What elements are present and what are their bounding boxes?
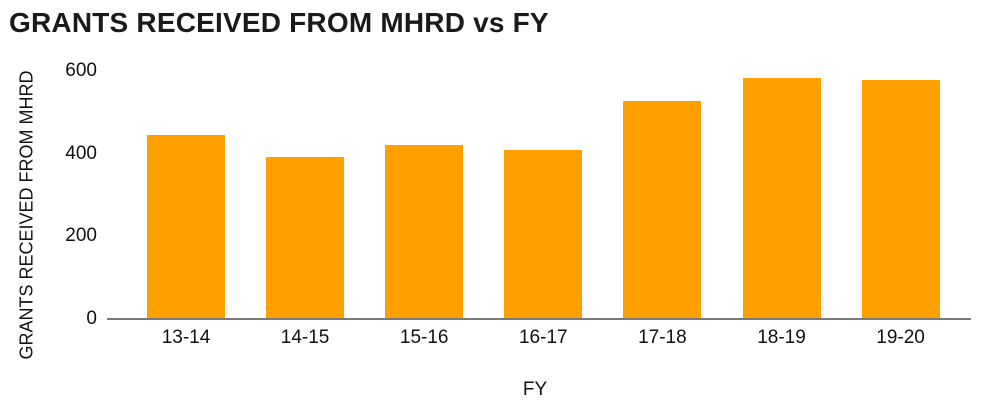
y-tick-label: 400 [65,142,97,164]
y-tick-label: 200 [65,225,97,247]
bar-15-16 [385,145,464,319]
x-axis-title: FY [522,379,548,400]
x-tick-label-15-16: 15-16 [399,327,449,348]
bar-14-15 [266,157,345,319]
x-tick-label-18-19: 18-19 [757,327,806,348]
chart-title: GRANTS RECEIVED FROM MHRD vs FY [9,7,549,38]
y-tick-label: 600 [65,60,97,81]
bar-16-17 [504,150,583,319]
y-axis-title: GRANTS RECEIVED FROM MHRD [16,70,37,360]
bar-17-18 [623,101,702,319]
x-tick-label-14-15: 14-15 [280,327,330,348]
bar-18-19 [742,78,821,319]
bar-19-20 [861,80,940,319]
x-tick-label-13-14: 13-14 [161,327,211,348]
bar-13-14 [147,135,225,319]
x-tick-label-17-18: 17-18 [638,327,687,348]
x-axis-line [107,318,971,320]
y-tick-label: 0 [86,308,97,329]
x-tick-label-19-20: 19-20 [876,327,925,348]
x-tick-label-16-17: 16-17 [518,327,568,348]
